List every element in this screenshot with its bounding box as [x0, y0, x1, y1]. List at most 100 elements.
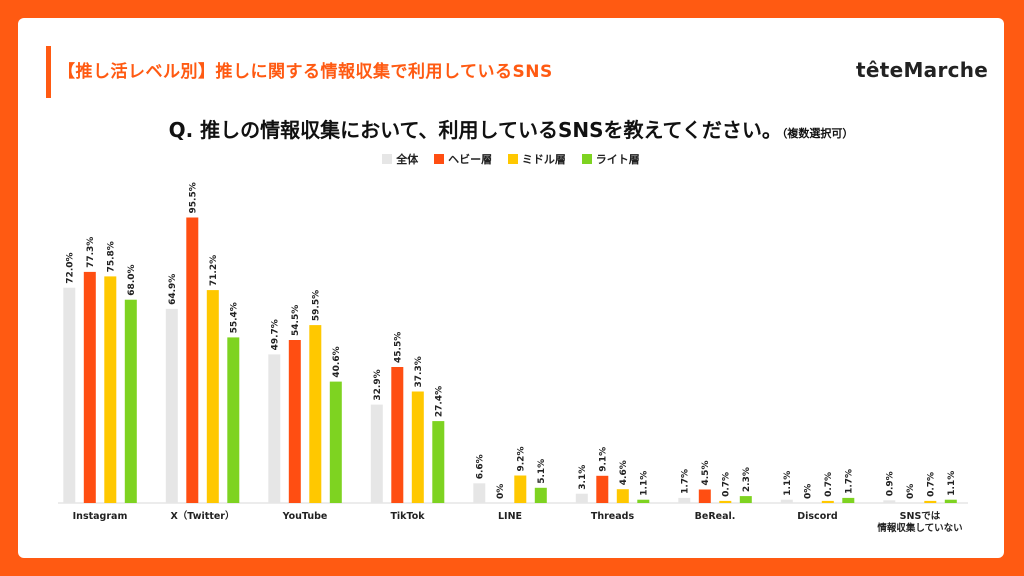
data-label: 59.5% — [311, 290, 321, 321]
data-label: 0.7% — [721, 472, 731, 497]
brand-logo: têteMarche — [856, 58, 989, 82]
bar-middle — [411, 391, 424, 503]
legend-item-light: ライト層 — [581, 151, 640, 167]
data-label: 9.2% — [516, 447, 526, 472]
bar-group: 0.9% 0% 0.7% 1.1% — [883, 471, 957, 503]
data-label: 49.7% — [270, 319, 280, 350]
legend-swatch-all — [382, 154, 393, 164]
data-label: 4.5% — [701, 461, 711, 486]
legend-item-heavy: ヘビー層 — [434, 151, 492, 167]
category-label: TikTok — [390, 511, 425, 522]
bar-light — [124, 299, 137, 503]
data-label: 9.1% — [598, 447, 608, 472]
content-card: 【推し活レベル別】推しに関する情報収集で利用しているSNS têteMarche… — [18, 18, 1004, 558]
bar-heavy — [83, 271, 96, 503]
bar-heavy — [391, 367, 404, 503]
data-label: 68.0% — [127, 264, 137, 295]
category-label: LINE — [498, 511, 522, 522]
bar-light — [227, 337, 240, 503]
bar-group: 3.1% 9.1% 4.6% 1.1% — [575, 447, 650, 503]
category-label: SNSでは — [900, 511, 941, 522]
question-text: Q. 推しの情報収集において、利用しているSNSを教えてください。 — [168, 118, 782, 142]
bar-middle — [719, 500, 732, 503]
title-accent-bar — [46, 46, 51, 98]
bar-all — [575, 493, 588, 503]
data-label: 64.9% — [168, 274, 178, 305]
data-label: 1.1% — [639, 471, 649, 496]
data-label: 6.6% — [475, 454, 485, 479]
bar-all — [883, 500, 896, 503]
data-label: 3.1% — [578, 465, 588, 490]
bar-group: 1.7% 4.5% 0.7% 2.3% — [678, 461, 752, 503]
question-heading: Q. 推しの情報収集において、利用しているSNSを教えてください。（複数選択可） — [18, 114, 1004, 143]
data-label: 40.6% — [332, 346, 342, 377]
bar-group: 6.6% 0% 9.2% 5.1% — [473, 447, 547, 503]
data-label: 27.4% — [434, 386, 444, 417]
legend-swatch-light — [581, 154, 592, 164]
category-label: Instagram — [73, 511, 128, 522]
bar-all — [63, 287, 76, 503]
bar-group: 64.9% 95.5% 71.2% 55.4% — [165, 182, 240, 503]
bar-group: 1.1% 0% 0.7% 1.7% — [780, 469, 855, 503]
bar-heavy — [186, 217, 199, 503]
question-note: （複数選択可） — [781, 127, 854, 140]
data-label: 0.7% — [926, 472, 936, 497]
data-label: 0% — [803, 484, 813, 499]
legend-item-middle: ミドル層 — [507, 151, 566, 167]
data-label: 54.5% — [291, 305, 301, 336]
data-label: 4.6% — [619, 460, 629, 485]
bar-light — [842, 497, 855, 503]
data-label: 72.0% — [65, 252, 75, 283]
category-label: X（Twitter） — [170, 510, 234, 522]
bar-middle — [104, 276, 117, 503]
legend-swatch-heavy — [434, 154, 445, 164]
bar-middle — [309, 325, 322, 503]
bar-all — [268, 354, 281, 503]
bar-light — [637, 499, 650, 503]
category-label: 情報収集していない — [876, 522, 962, 534]
data-label: 1.1% — [947, 471, 957, 496]
bar-all — [370, 404, 383, 503]
data-label: 5.1% — [537, 459, 547, 484]
legend-label-light: ライト層 — [595, 153, 640, 166]
data-label: 1.1% — [783, 471, 793, 496]
page-title: 【推し活レベル別】推しに関する情報収集で利用しているSNS — [58, 62, 553, 82]
bar-middle — [514, 475, 527, 503]
bar-middle — [924, 500, 937, 503]
data-label: 37.3% — [414, 356, 424, 387]
bar-light — [329, 381, 342, 503]
bar-heavy — [596, 475, 609, 503]
category-label: YouTube — [282, 511, 328, 522]
bar-light — [944, 499, 957, 503]
chart-legend: 全体 ヘビー層 ミドル層 ライト層 — [18, 151, 1004, 167]
bar-middle — [616, 489, 629, 503]
bar-group: 49.7% 54.5% 59.5% 40.6% — [268, 290, 342, 503]
data-label: 77.3% — [86, 237, 96, 268]
bar-all — [678, 497, 691, 503]
legend-label-middle: ミドル層 — [521, 153, 566, 166]
bar-middle — [206, 290, 219, 503]
bar-light — [534, 487, 547, 503]
data-label: 0.7% — [824, 472, 834, 497]
category-label: BeReal. — [695, 511, 736, 522]
bar-group: 32.9% 45.5% 37.3% 27.4% — [370, 332, 445, 503]
bar-light — [739, 496, 752, 503]
category-label: Threads — [591, 511, 635, 522]
bar-all — [165, 308, 178, 503]
data-label: 71.2% — [209, 255, 219, 286]
data-label: 1.7% — [844, 469, 854, 494]
legend-label-heavy: ヘビー層 — [448, 153, 493, 166]
data-label: 45.5% — [393, 332, 403, 363]
legend-item-all: 全体 — [382, 151, 418, 167]
data-label: 55.4% — [229, 302, 239, 333]
bar-group: 72.0% 77.3% 75.8% 68.0% — [63, 237, 137, 503]
bar-middle — [821, 500, 834, 503]
data-label: 2.3% — [742, 467, 752, 492]
legend-label-all: 全体 — [396, 153, 419, 166]
data-label: 75.8% — [106, 241, 116, 272]
data-label: 0% — [906, 484, 916, 499]
bar-heavy — [698, 489, 711, 503]
legend-swatch-middle — [507, 154, 518, 164]
bar-chart: 72.0% 77.3% 75.8% 68.0% Instagram 64.9% 95.5% 7… — [58, 182, 968, 534]
data-label: 0.9% — [885, 471, 895, 496]
